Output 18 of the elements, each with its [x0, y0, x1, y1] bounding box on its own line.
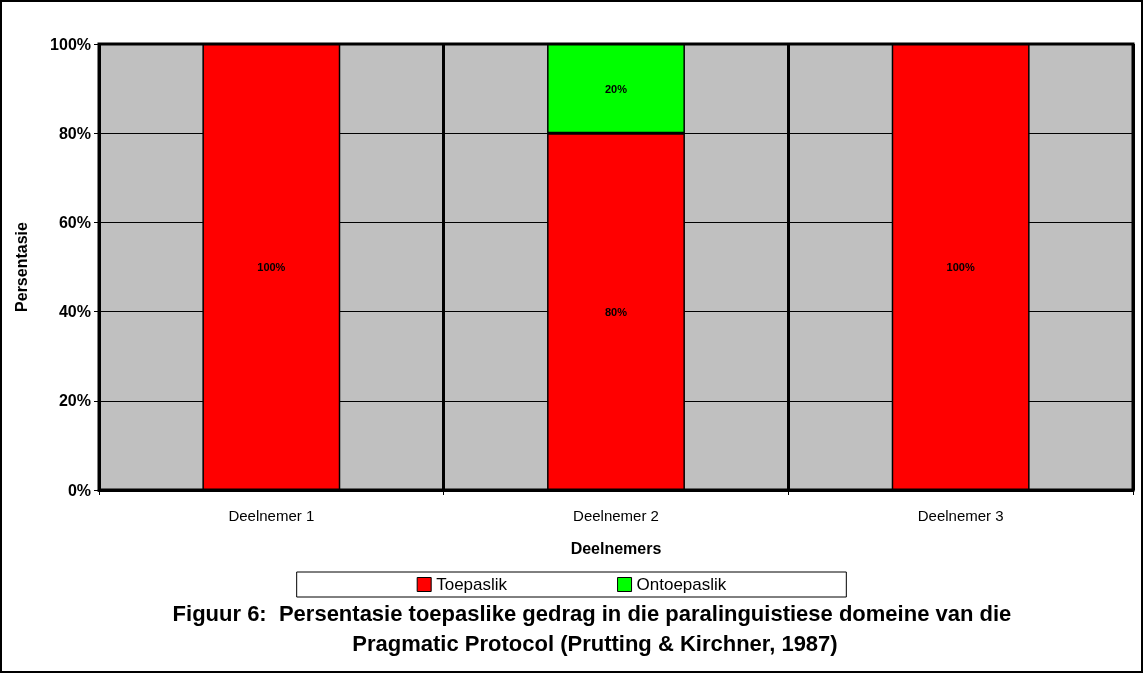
y-tick-label: 0%	[67, 481, 91, 499]
x-tick-label: Deelnemer 3	[917, 507, 1004, 524]
x-axis-title: Deelnemers	[570, 539, 662, 557]
data-label: 100%	[257, 261, 286, 273]
y-tick-label: 40%	[58, 303, 91, 321]
legend-label: Ontoepaslik	[636, 575, 727, 594]
x-tick-label: Deelnemer 2	[573, 507, 659, 524]
y-tick-label: 80%	[58, 124, 91, 142]
text: Figuur 6: Persentasie toepaslike gedrag in die paralinguistiese domeine van die Pragmatic Protocol (Prutting & Kirchner, 1987)	[172, 600, 1018, 656]
legend-label: Toepaslik	[436, 575, 508, 594]
y-tick-label: 60%	[58, 213, 91, 231]
x-tick-label: Deelnemer 1	[228, 507, 315, 524]
data-label: 80%	[604, 305, 628, 318]
y-axis-title: Persentasie	[12, 221, 30, 312]
data-label: 20%	[604, 82, 628, 95]
data-label: 100%	[946, 261, 975, 273]
y-tick-label: 100%	[50, 35, 91, 53]
y-tick-label: 20%	[58, 392, 91, 410]
